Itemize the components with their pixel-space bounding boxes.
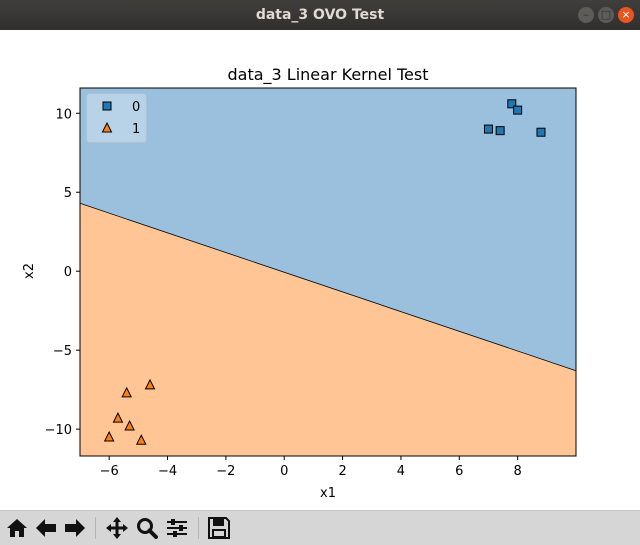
axis-ticks: −6 −4 −2 0 2 4 6 8 −10 −5 0 5 10: [45, 107, 522, 479]
legend-label: 1: [132, 122, 140, 137]
home-icon: [7, 519, 27, 537]
y-tick-label: 10: [55, 107, 72, 122]
arrow-left-icon: [36, 519, 56, 537]
zoom-button[interactable]: [134, 515, 160, 541]
y-tick-label: 0: [64, 265, 72, 280]
maximize-button[interactable]: □: [598, 7, 614, 23]
legend-marker-0: [102, 101, 112, 111]
data-point-class-1: [103, 430, 115, 442]
data-point-class-1: [144, 378, 156, 390]
window-title: data_3 OVO Test: [255, 7, 385, 23]
decision-boundary-line: [79, 202, 577, 372]
decision-regions: [79, 88, 577, 456]
y-tick-label: −10: [45, 423, 72, 438]
pan-button[interactable]: [104, 515, 130, 541]
x-tick-label: 4: [397, 464, 405, 479]
back-button[interactable]: [33, 515, 59, 541]
x-tick-label: −4: [158, 464, 177, 479]
x-tick-label: 6: [455, 464, 463, 479]
data-point-class-1: [124, 419, 135, 431]
x-tick-label: 8: [514, 464, 522, 479]
close-button[interactable]: ×: [618, 7, 634, 23]
x-tick-label: 2: [338, 464, 346, 479]
arrow-right-icon: [65, 519, 85, 537]
y-axis-label: x2: [22, 263, 37, 279]
configure-subplots-button[interactable]: [164, 515, 190, 541]
home-button[interactable]: [4, 515, 30, 541]
data-point-class-0: [513, 105, 523, 115]
floppy-disk-icon: [208, 517, 230, 539]
forward-button[interactable]: [62, 515, 88, 541]
toolbar-separator: [198, 517, 199, 539]
chart-title: data_3 Linear Kernel Test: [228, 65, 429, 85]
data-points: [103, 99, 546, 445]
data-point-class-0: [536, 127, 546, 137]
legend-marker-1: [101, 121, 113, 133]
region-class-1: [80, 203, 576, 456]
y-tick-label: 5: [64, 186, 72, 201]
data-point-class-0: [483, 124, 493, 134]
toolbar-separator: [95, 517, 96, 539]
data-point-class-1: [121, 386, 132, 398]
data-point-class-0: [495, 126, 505, 136]
magnifier-icon: [137, 518, 158, 539]
move-icon: [106, 517, 128, 539]
data-point-class-1: [112, 411, 124, 423]
x-tick-label: −6: [100, 464, 119, 479]
legend-label: 0: [132, 100, 140, 115]
figure-canvas: −6 −4 −2 0 2 4 6 8 −10 −5 0 5 10 data_3 Linear Kerne…: [0, 30, 640, 510]
minimize-button[interactable]: –: [578, 7, 594, 23]
matplotlib-toolbar: [0, 510, 640, 545]
y-tick-label: −5: [53, 344, 72, 359]
legend: 01: [86, 93, 147, 143]
save-button[interactable]: [206, 515, 232, 541]
data-point-class-1: [135, 434, 147, 445]
region-class-0: [80, 88, 576, 371]
axes-frame: [79, 87, 577, 457]
window-titlebar: data_3 OVO Test – □ ×: [0, 0, 640, 30]
x-tick-label: −2: [216, 464, 235, 479]
data-point-class-0: [507, 99, 517, 109]
legend-box: [86, 93, 147, 143]
sliders-icon: [167, 519, 187, 537]
x-tick-label: 0: [280, 464, 288, 479]
x-axis-label: x1: [320, 486, 336, 501]
